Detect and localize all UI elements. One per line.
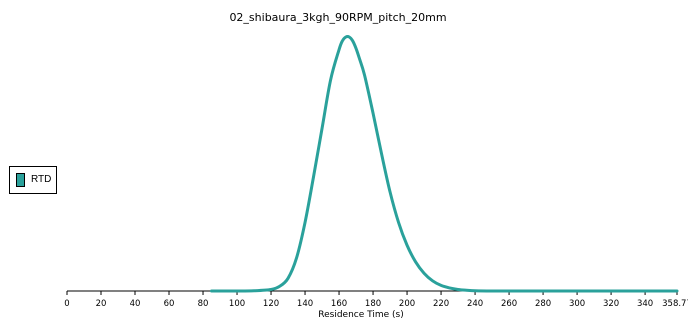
x-tick-label: 340 xyxy=(637,299,653,309)
x-tick-label: 60 xyxy=(164,299,175,309)
x-tick-label: 260 xyxy=(501,299,517,309)
x-axis-ticks: 0 20 40 60 80 100 120 140 160 180 200 220 240 260 280 3… xyxy=(64,291,688,309)
x-tick-label: 0 xyxy=(64,299,69,309)
x-tick-label: 20 xyxy=(96,299,107,309)
legend-swatch-rtd xyxy=(16,173,25,187)
x-tick-label: 320 xyxy=(603,299,619,309)
x-tick-label: 140 xyxy=(297,299,313,309)
rtd-series-line xyxy=(210,35,679,293)
x-tick-label: 40 xyxy=(130,299,141,309)
legend-label-rtd: RTD xyxy=(31,174,52,185)
x-tick-label: 300 xyxy=(569,299,585,309)
x-tick-label: 180 xyxy=(365,299,381,309)
x-tick-label: 200 xyxy=(399,299,415,309)
x-tick-label: 358.77 xyxy=(662,299,688,309)
x-tick-label: 160 xyxy=(331,299,347,309)
x-tick-label: 120 xyxy=(263,299,279,309)
x-tick-label: 220 xyxy=(433,299,449,309)
legend: RTD xyxy=(9,166,57,194)
x-tick-label: 280 xyxy=(535,299,551,309)
x-tick-label: 80 xyxy=(198,299,209,309)
x-tick-label: 240 xyxy=(467,299,483,309)
x-axis-label: Residence Time (s) xyxy=(318,310,403,320)
chart-title: 02_shibaura_3kgh_90RPM_pitch_20mm xyxy=(229,11,446,24)
x-tick-label: 100 xyxy=(229,299,245,309)
